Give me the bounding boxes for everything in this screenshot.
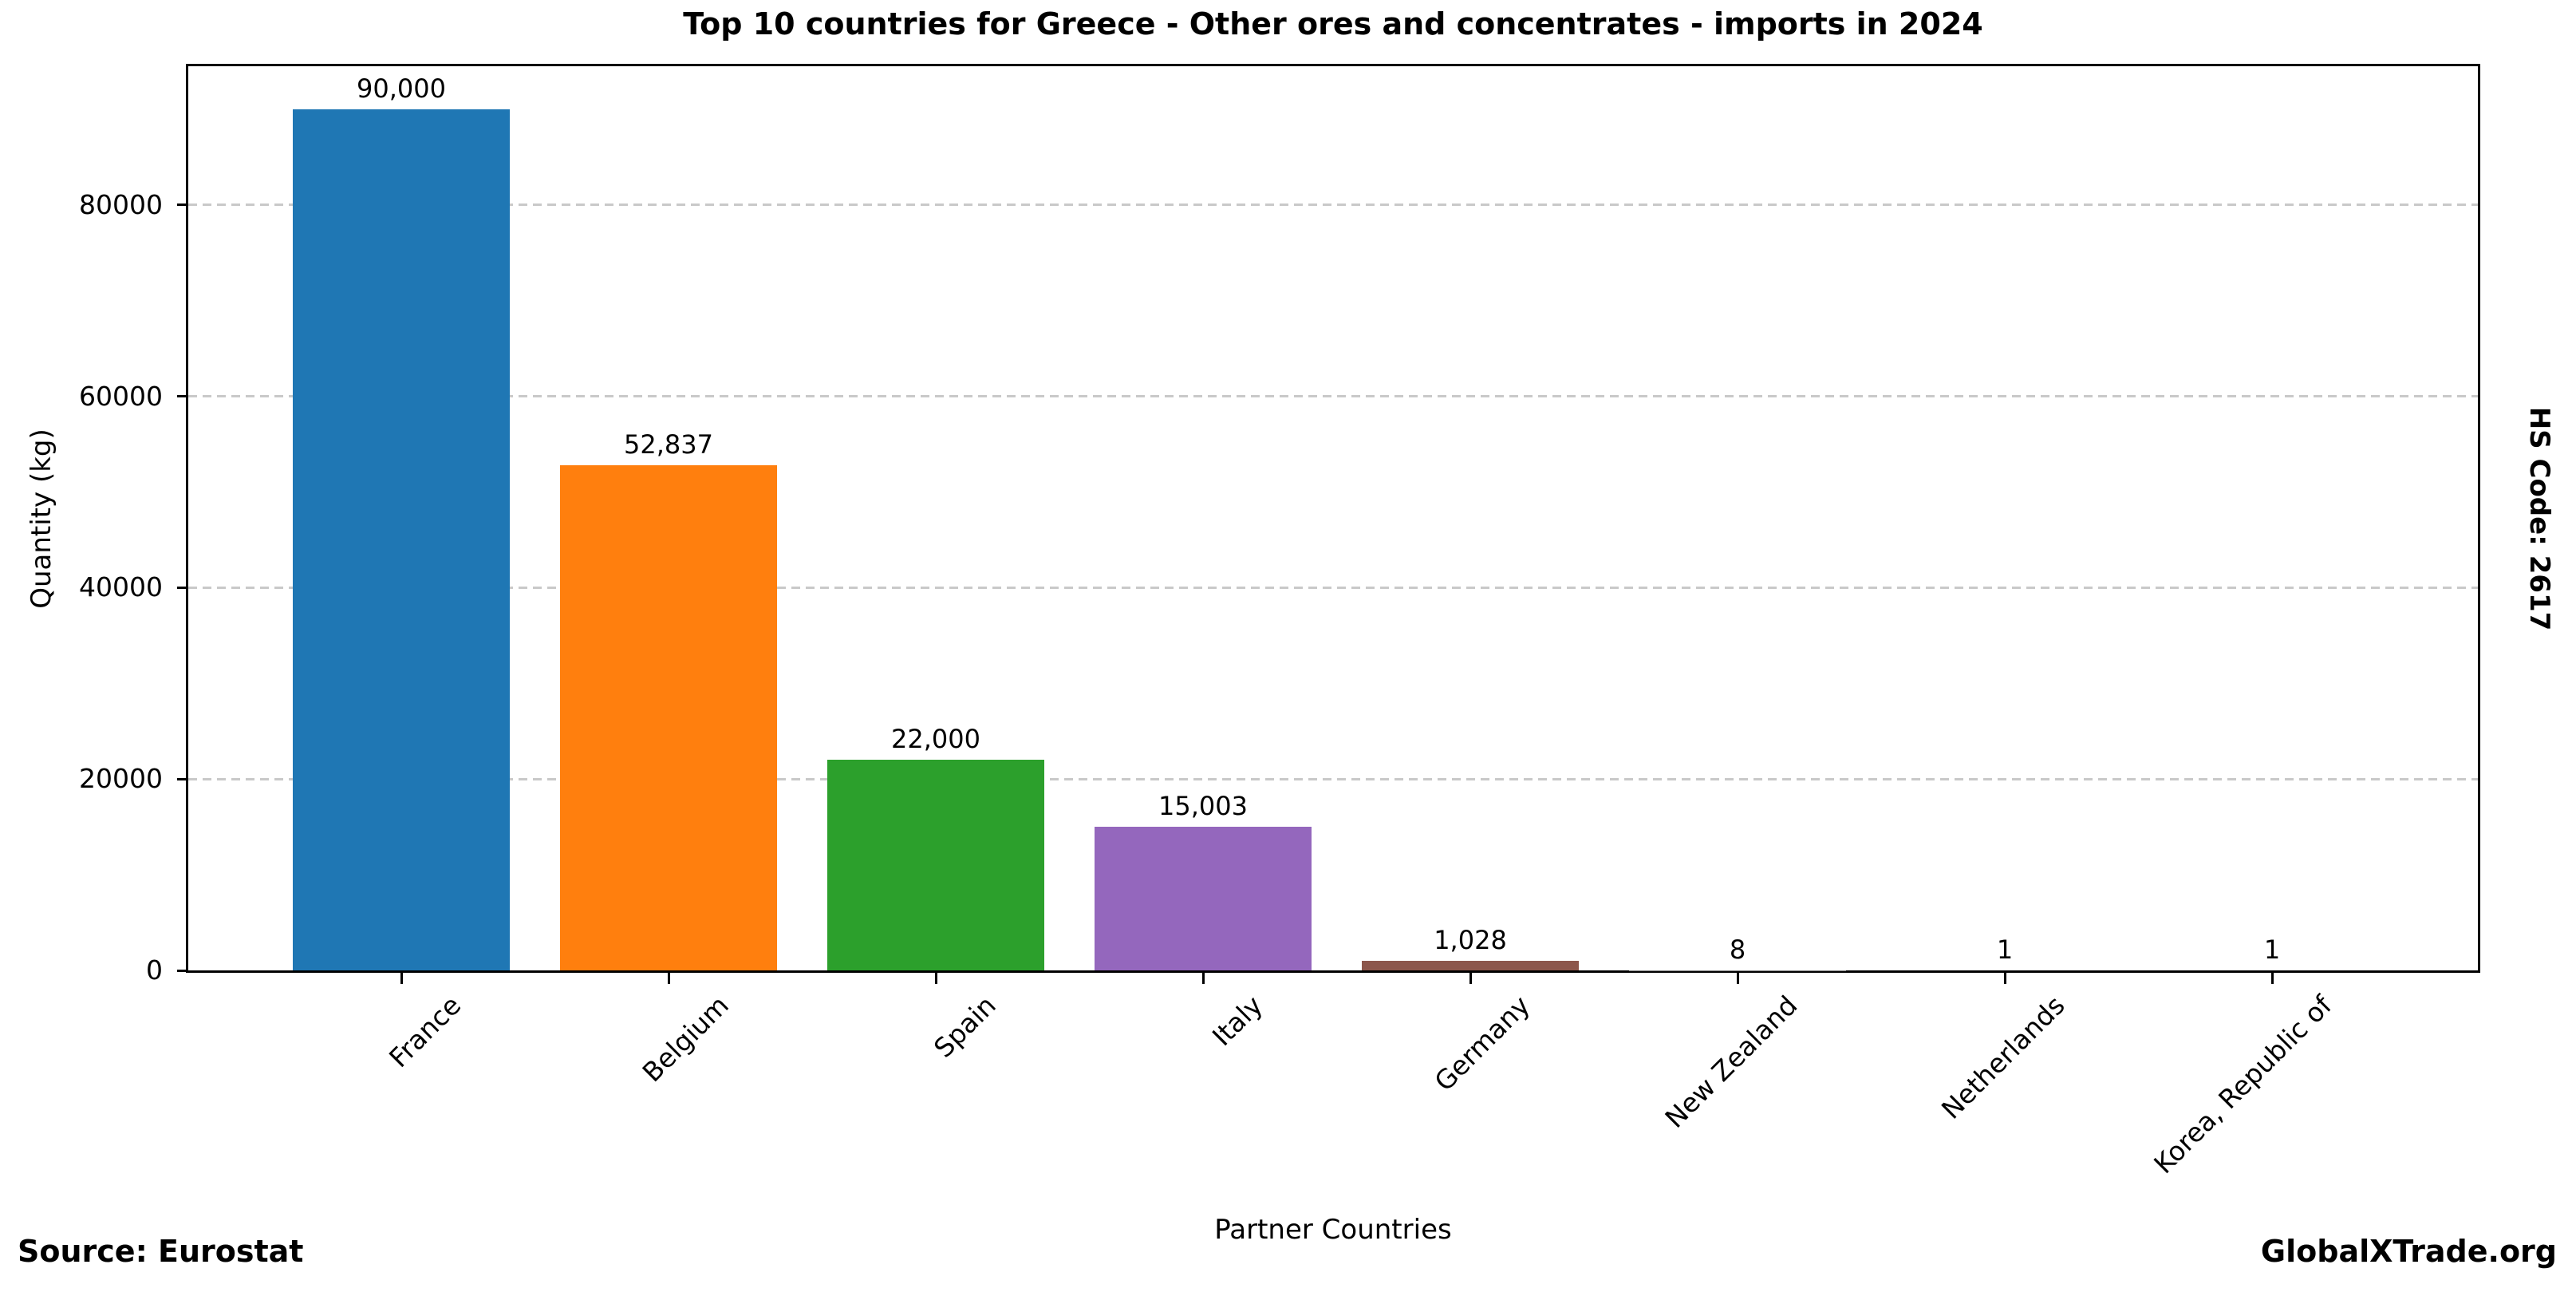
x-tick [934, 973, 937, 984]
bar-france [293, 109, 510, 970]
y-axis-label: Quantity (kg) [26, 429, 57, 609]
x-axis-label: Partner Countries [1214, 1214, 1452, 1246]
hs-code-label: HS Code: 2617 [2523, 406, 2555, 631]
y-tick [177, 969, 188, 972]
brand-label: GlobalXTrade.org [2260, 1234, 2557, 1269]
x-tick [2270, 973, 2274, 984]
source-label: Source: Eurostat [18, 1234, 304, 1269]
x-tick-label-new-zealand: New Zealand [1659, 990, 1804, 1134]
y-tick-label: 20000 [79, 763, 163, 795]
x-tick [400, 973, 403, 984]
bar-value-label-new-zealand: 8 [1729, 934, 1746, 965]
bar-italy [1095, 827, 1312, 970]
y-tick [177, 586, 188, 589]
bar-value-label-spain: 22,000 [891, 724, 980, 755]
y-tick-label: 80000 [79, 188, 163, 220]
bar-germany [1362, 960, 1579, 970]
bar-value-label-germany: 1,028 [1434, 924, 1507, 955]
bar-belgium [560, 464, 777, 970]
bar-spain [827, 760, 1044, 970]
y-tick-label: 40000 [79, 571, 163, 603]
x-tick [667, 973, 670, 984]
x-tick-label-korea-republic-of: Korea, Republic of [2148, 990, 2338, 1180]
y-tick-label: 60000 [79, 380, 163, 412]
x-tick-label-belgium: Belgium [636, 990, 735, 1089]
y-tick [177, 777, 188, 780]
x-tick-label-spain: Spain [927, 990, 1002, 1064]
x-tick-label-netherlands: Netherlands [1935, 990, 2071, 1125]
x-tick-label-france: France [383, 990, 467, 1074]
gridline [188, 777, 2478, 780]
x-tick-label-italy: Italy [1206, 990, 1269, 1053]
bar-value-label-italy: 15,003 [1158, 791, 1248, 822]
y-tick [177, 203, 188, 207]
bar-value-label-korea-republic-of: 1 [2263, 934, 2281, 965]
y-tick-label: 0 [146, 954, 163, 986]
bar-value-label-netherlands: 1 [1996, 934, 2014, 965]
x-tick [1469, 973, 1472, 984]
bar-value-label-belgium: 52,837 [624, 429, 713, 460]
plot-area: 0 20000 40000 60000 80000 90,000 France 52,837 B… [79, 64, 2480, 1179]
gridline [188, 395, 2478, 398]
gridline [188, 586, 2478, 589]
x-tick [2003, 973, 2006, 984]
chart-title: Top 10 countries for Greece - Other ores… [683, 6, 1983, 41]
x-tick [1201, 973, 1205, 984]
gridline [188, 203, 2478, 207]
y-tick [177, 395, 188, 398]
x-tick-label-germany: Germany [1428, 990, 1537, 1097]
bar-value-label-france: 90,000 [357, 73, 446, 104]
x-tick [1736, 973, 1739, 984]
